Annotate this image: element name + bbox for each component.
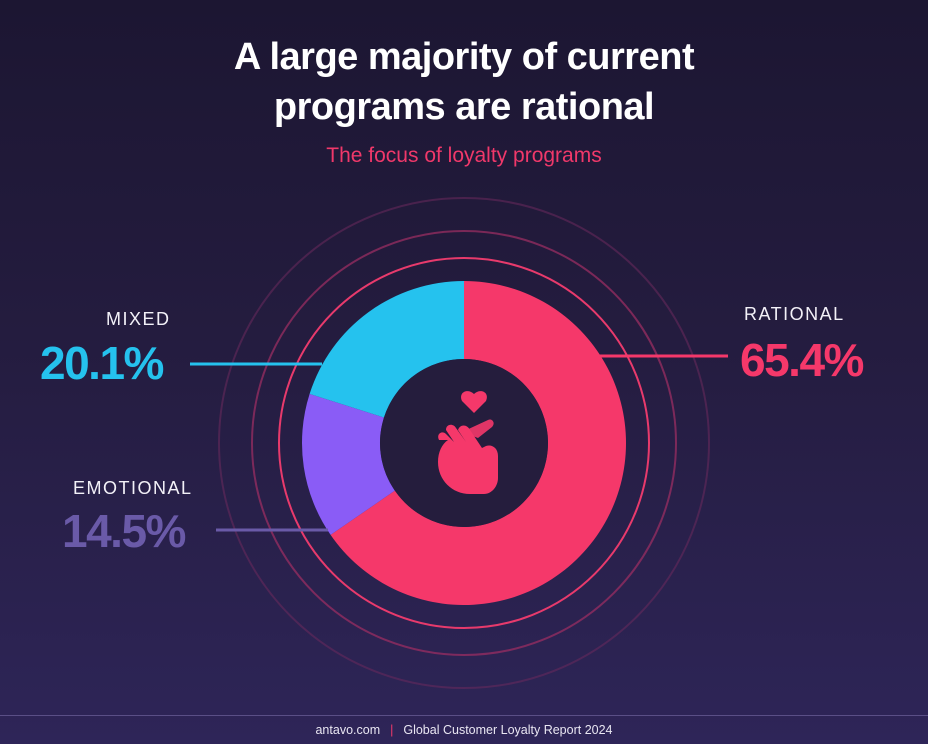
decor-ring-middle	[251, 230, 677, 656]
chart-subtitle: The focus of loyalty programs	[326, 144, 602, 167]
slice-mixed	[309, 281, 464, 418]
label-rational-value: 65.4%	[740, 334, 864, 386]
title-line-1: A large majority of current	[233, 36, 695, 78]
decor-ring-outer	[218, 197, 710, 689]
decor-ring-inner	[278, 257, 650, 629]
footer: antavo.com | Global Customer Loyalty Repor…	[0, 715, 928, 744]
label-emotional-name: EMOTIONAL	[73, 478, 193, 498]
label-mixed-value: 20.1%	[40, 337, 164, 389]
slice-emotional	[302, 393, 395, 535]
footer-separator: |	[390, 723, 394, 737]
footer-report: Global Customer Loyalty Report 2024	[403, 723, 613, 737]
title-line-2: programs are rational	[273, 86, 655, 128]
label-rational-name: RATIONAL	[744, 304, 845, 324]
label-emotional-value: 14.5%	[62, 505, 186, 557]
slice-rational	[330, 281, 626, 605]
label-mixed-name: MIXED	[106, 309, 171, 329]
chart-title: A large majority of current programs are…	[0, 32, 928, 132]
footer-site[interactable]: antavo.com	[315, 723, 381, 737]
heart-hand-icon	[438, 391, 498, 494]
